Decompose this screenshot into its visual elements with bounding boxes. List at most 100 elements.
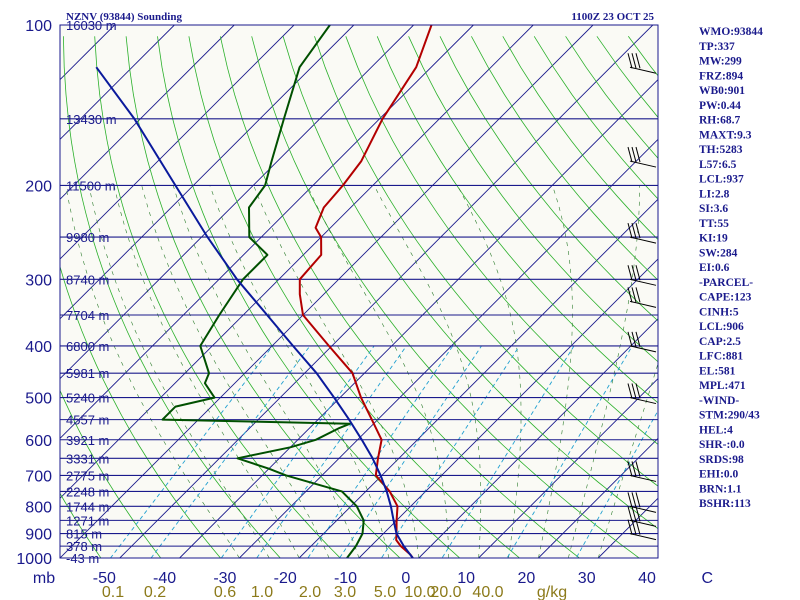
index-entry: SI:3.6	[699, 203, 728, 215]
height-label: 6800 m	[66, 339, 109, 354]
wind-barb-staff	[629, 66, 657, 74]
dry-adiabat	[125, 36, 401, 558]
height-label: 16030 m	[66, 18, 117, 33]
wind-barb	[627, 331, 657, 353]
mixing-ratio-line	[150, 345, 311, 558]
temperature-tick-label: -40	[153, 570, 176, 587]
height-label: 5981 m	[66, 366, 109, 381]
mixing-ratio-line	[380, 345, 520, 558]
height-label: 1271 m	[66, 513, 109, 528]
mixing-ratio-label: 5.0	[374, 584, 396, 600]
index-entry: CAP:2.5	[699, 336, 741, 348]
mixing-ratio-label: 0.6	[214, 584, 236, 600]
wind-barb-flag	[635, 492, 641, 508]
index-entry: -WIND-	[699, 395, 739, 407]
dry-adiabat	[439, 36, 658, 322]
mixing-ratio-label: 40.0	[472, 584, 503, 600]
index-entry: EHI:0.0	[699, 469, 739, 481]
wind-barb-flag	[635, 461, 641, 477]
pressure-tick-label: 300	[25, 272, 52, 289]
index-entry: PW:0.44	[699, 100, 741, 112]
temperature-tick-label: C	[702, 570, 714, 587]
wind-barb-flag	[627, 383, 633, 399]
index-entry: L57:6.5	[699, 159, 737, 171]
wind-barb-staff	[629, 533, 657, 541]
wind-barb-flag	[631, 53, 637, 69]
wind-barb	[627, 265, 657, 286]
pressure-tick-label: 800	[25, 499, 52, 516]
wind-barb-flag	[631, 492, 637, 508]
isotherm	[538, 437, 658, 558]
dry-adiabat	[94, 36, 341, 558]
wind-barb-flag	[631, 461, 637, 477]
mixing-ratio-label: g/kg	[537, 584, 567, 600]
dry-adiabat	[376, 36, 658, 404]
wind-barb-flag	[635, 53, 641, 69]
pressure-tick-label: 500	[25, 391, 52, 408]
parcel-trace	[95, 66, 414, 558]
stability-index-list: WMO:93844 TP:337 MW:299 FRZ:894 WB0:901 PW:0.…	[699, 26, 763, 510]
index-entry: FRZ:894	[699, 70, 743, 82]
wind-barb-flag	[627, 519, 633, 535]
wind-barb-flag	[631, 331, 637, 348]
wind-barb-flag	[631, 146, 637, 163]
wind-barb-flag	[631, 222, 637, 239]
wind-barb-flag	[631, 383, 637, 399]
wind-barb-staff	[629, 300, 657, 308]
index-entry: HEL:4	[699, 424, 733, 436]
isotherm	[60, 25, 175, 141]
isotherm	[298, 198, 658, 558]
dewpoint-trace	[161, 25, 365, 558]
wind-barb-flag	[627, 461, 633, 477]
pressure-tick-label: 1000	[16, 551, 52, 568]
wind-barb	[627, 519, 657, 541]
moist-adiabat	[172, 185, 360, 558]
moist-adiabat	[65, 185, 240, 558]
mixing-ratio-line	[220, 345, 375, 558]
height-label: 815 m	[66, 527, 102, 542]
dry-adiabat	[314, 36, 658, 487]
isotherm	[418, 318, 658, 558]
mixing-ratio-line	[109, 345, 274, 558]
index-entry: BSHR:113	[699, 498, 751, 510]
wind-barb-flag	[635, 383, 641, 399]
isotherm	[119, 25, 654, 558]
pressure-tick-label: 100	[25, 18, 52, 35]
wind-barb	[627, 222, 657, 244]
mixing-ratio-line	[575, 409, 658, 558]
plot-frame	[59, 24, 659, 559]
height-label: 3331 m	[66, 451, 109, 466]
wind-barb-flag	[631, 519, 637, 535]
height-label: 13430 m	[66, 112, 117, 127]
isotherm	[60, 25, 594, 558]
wind-barb-flag	[635, 146, 641, 163]
isotherm	[60, 25, 295, 260]
index-entry: SW:284	[699, 247, 738, 259]
temperature-tick-label: 0	[401, 570, 410, 587]
wind-barb-staff	[629, 160, 657, 168]
plot-area	[60, 25, 658, 558]
wind-barb-staff	[629, 397, 657, 405]
mixing-ratio-line	[441, 345, 575, 558]
index-entry: WB0:901	[699, 85, 745, 97]
isotherm	[60, 25, 235, 200]
temperature-tick-label: -30	[213, 570, 236, 587]
wind-barb-flag	[635, 331, 641, 348]
mixing-ratio-label: 20.0	[430, 584, 461, 600]
wind-barb-staff	[629, 505, 657, 513]
temperature-tick-label: mb	[33, 570, 55, 587]
height-label: 9980 m	[66, 230, 109, 245]
wind-barb-staff	[629, 474, 657, 482]
wind-barb-staff	[629, 278, 657, 286]
height-label: 5240 m	[66, 391, 109, 406]
temperature-tick-label: 20	[518, 570, 536, 587]
index-entry: TH:5283	[699, 144, 743, 156]
dry-adiabat	[188, 36, 521, 558]
wind-barb-flag	[635, 222, 641, 239]
wind-barb-staff	[629, 345, 657, 353]
index-entry: LFC:881	[699, 351, 743, 363]
isotherm	[60, 25, 534, 499]
chart-title: NZNV (93844) Sounding	[66, 11, 182, 23]
pressure-tick-label: 900	[25, 527, 52, 544]
